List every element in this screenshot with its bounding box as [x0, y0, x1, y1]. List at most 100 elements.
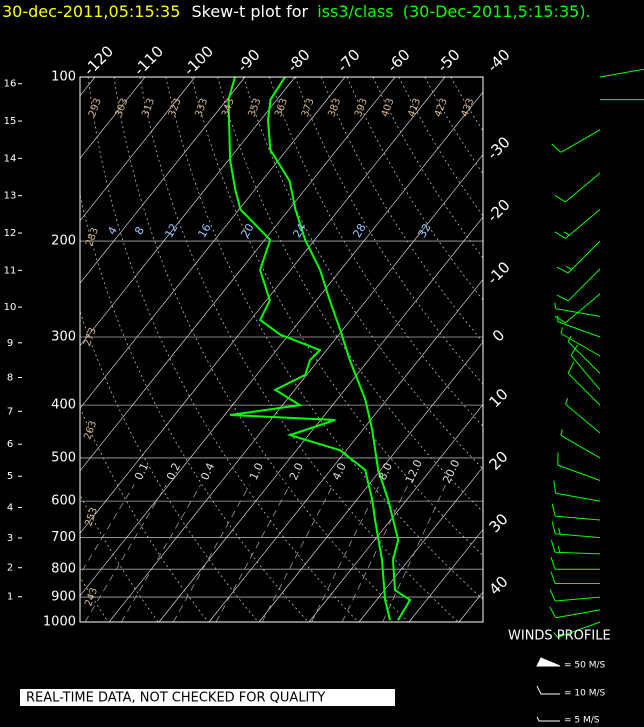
upper-label: 12 — [162, 221, 180, 240]
title-platform: iss3/class — [317, 2, 393, 21]
wind-barb — [600, 99, 644, 101]
isotherm — [80, 77, 246, 284]
upper-label: 20 — [238, 221, 256, 240]
y-tick-label: 1000 — [43, 615, 76, 630]
dry-adiabat — [113, 77, 409, 622]
height-tick-label: 8 — [7, 373, 13, 384]
y-tick-label: 600 — [51, 494, 76, 509]
mixing-ratio-line — [80, 484, 135, 576]
chart-title: 30-dec-2011,05:15:35 Skew-t plot for iss… — [2, 2, 591, 21]
isotherm — [108, 153, 483, 622]
notice-box — [20, 689, 395, 706]
mixing-ratio-line — [215, 484, 291, 622]
wind-barb — [570, 344, 601, 391]
wind-barb — [550, 540, 601, 555]
wind-barb — [553, 480, 601, 502]
y-tick-label: 700 — [51, 530, 76, 545]
wind-barb — [567, 361, 601, 406]
plot-frame — [79, 76, 484, 623]
dry-adiabat — [294, 77, 483, 385]
height-tick-label: 14 — [4, 153, 17, 164]
mixing-ratio-line — [382, 484, 446, 622]
wind-barb — [551, 521, 601, 539]
isotherm — [80, 77, 196, 222]
isotherm — [358, 466, 483, 622]
wind-barb — [551, 129, 601, 153]
isotherm — [80, 77, 296, 347]
height-tick-label: 9 — [7, 338, 13, 349]
height-tick-label: 4 — [7, 502, 13, 513]
wind-barb — [599, 68, 644, 78]
winds-title: WINDS PROFILE — [508, 629, 611, 644]
isotherm — [308, 403, 483, 622]
height-tick-label: 2 — [7, 563, 13, 574]
wind-barb — [549, 589, 601, 602]
y-tick-label: 900 — [51, 590, 76, 605]
isotherm — [80, 77, 396, 472]
wind-barb — [550, 557, 600, 570]
legend-barb — [536, 685, 560, 695]
upper-label: 16 — [195, 221, 213, 240]
dry-adiabat — [87, 77, 359, 622]
wind-barb — [550, 571, 600, 584]
mixing-ratio-line — [121, 484, 201, 622]
mixing-ratio-line — [261, 484, 334, 622]
profile-line — [266, 77, 412, 621]
mixing-ratio-line — [173, 484, 250, 622]
isotherm — [258, 341, 483, 622]
title-stamp: (30-Dec-2011,5:15:35). — [403, 2, 591, 21]
height-tick-label: 5 — [7, 471, 13, 482]
wind-barb — [556, 240, 601, 274]
height-tick-label: 10 — [4, 302, 17, 313]
winds-legend-label: = 10 M/S — [564, 689, 606, 699]
dry-adiabat — [320, 77, 483, 343]
dry-adiabat — [80, 406, 209, 622]
height-tick-label: 16 — [4, 79, 17, 90]
legend-pennant — [536, 657, 561, 667]
mixing-ratio-line — [84, 484, 167, 622]
wind-barb — [560, 429, 601, 459]
winds-legend-label: = 50 M/S — [564, 661, 606, 671]
isotherm — [80, 77, 346, 409]
y-tick-label: 800 — [51, 562, 76, 577]
height-tick-label: 1 — [7, 592, 13, 603]
upper-label: 28 — [350, 221, 368, 240]
dry-adiabat — [217, 77, 483, 513]
dry-adiabat — [80, 310, 259, 622]
isotherm — [408, 528, 483, 622]
wind-barb — [565, 398, 601, 434]
profile-line — [227, 77, 391, 621]
wind-barb — [551, 503, 601, 521]
height-tick-label: 7 — [7, 406, 13, 417]
y-tick-label: 500 — [51, 450, 76, 465]
legend-half-barb — [536, 716, 560, 722]
wind-barb — [549, 606, 601, 619]
height-tick-label: 6 — [7, 439, 13, 450]
height-tick-label: 13 — [4, 191, 17, 202]
height-tick-label: 3 — [7, 533, 13, 544]
dry-adiabat — [80, 193, 309, 622]
wind-barb — [557, 452, 601, 481]
wind-barb — [556, 268, 601, 302]
plot-area — [80, 77, 483, 622]
height-tick-label: 12 — [4, 228, 17, 239]
mixing-ratio-line — [341, 484, 409, 622]
wind-barb — [554, 172, 601, 203]
y-tick-label: 100 — [51, 70, 76, 85]
isotherm — [158, 216, 483, 622]
dry-adiabat — [80, 494, 159, 622]
title-date: 30-dec-2011,05:15:35 — [2, 2, 180, 21]
isotherm — [80, 77, 446, 534]
upper-label: 24 — [290, 221, 308, 240]
y-tick-label: 200 — [51, 234, 76, 249]
wind-barb — [554, 293, 601, 324]
upper-label: 32 — [415, 221, 433, 240]
height-tick-label: 11 — [4, 265, 17, 276]
wind-barb — [554, 209, 601, 239]
mixing-ratio-line — [311, 484, 380, 622]
wind-barb — [553, 621, 601, 638]
winds-legend-label: = 5 M/S — [564, 716, 600, 726]
isotherm — [208, 278, 483, 622]
